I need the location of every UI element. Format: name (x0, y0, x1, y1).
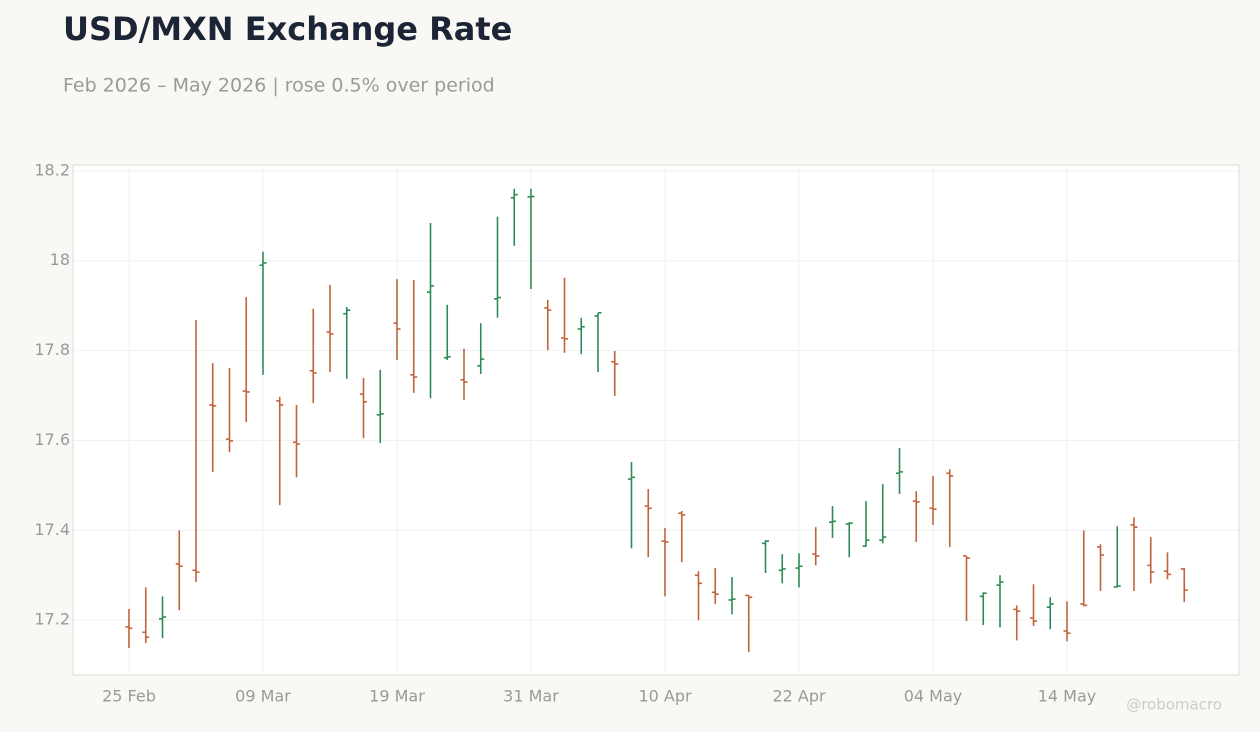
y-tick-label: 17.8 (34, 340, 70, 359)
y-tick-label: 18.2 (34, 160, 70, 179)
x-tick-label: 19 Mar (369, 687, 425, 706)
x-tick-label: 14 May (1038, 687, 1097, 706)
watermark: @robomacro (1126, 696, 1222, 714)
plot-area (72, 164, 1240, 676)
chart-title: USD/MXN Exchange Rate (63, 10, 512, 48)
y-tick-label: 17.6 (34, 430, 70, 449)
chart-subtitle: Feb 2026 – May 2026 | rose 0.5% over per… (63, 75, 495, 97)
x-tick-label: 22 Apr (772, 687, 826, 706)
x-tick-label: 09 Mar (235, 687, 291, 706)
x-tick-label: 25 Feb (102, 687, 156, 706)
y-tick-label: 17.4 (34, 520, 70, 539)
x-tick-label: 04 May (904, 687, 963, 706)
x-tick-label: 31 Mar (503, 687, 559, 706)
y-tick-label: 17.2 (34, 610, 70, 629)
y-tick-label: 18 (50, 250, 70, 269)
x-tick-label: 10 Apr (638, 687, 692, 706)
